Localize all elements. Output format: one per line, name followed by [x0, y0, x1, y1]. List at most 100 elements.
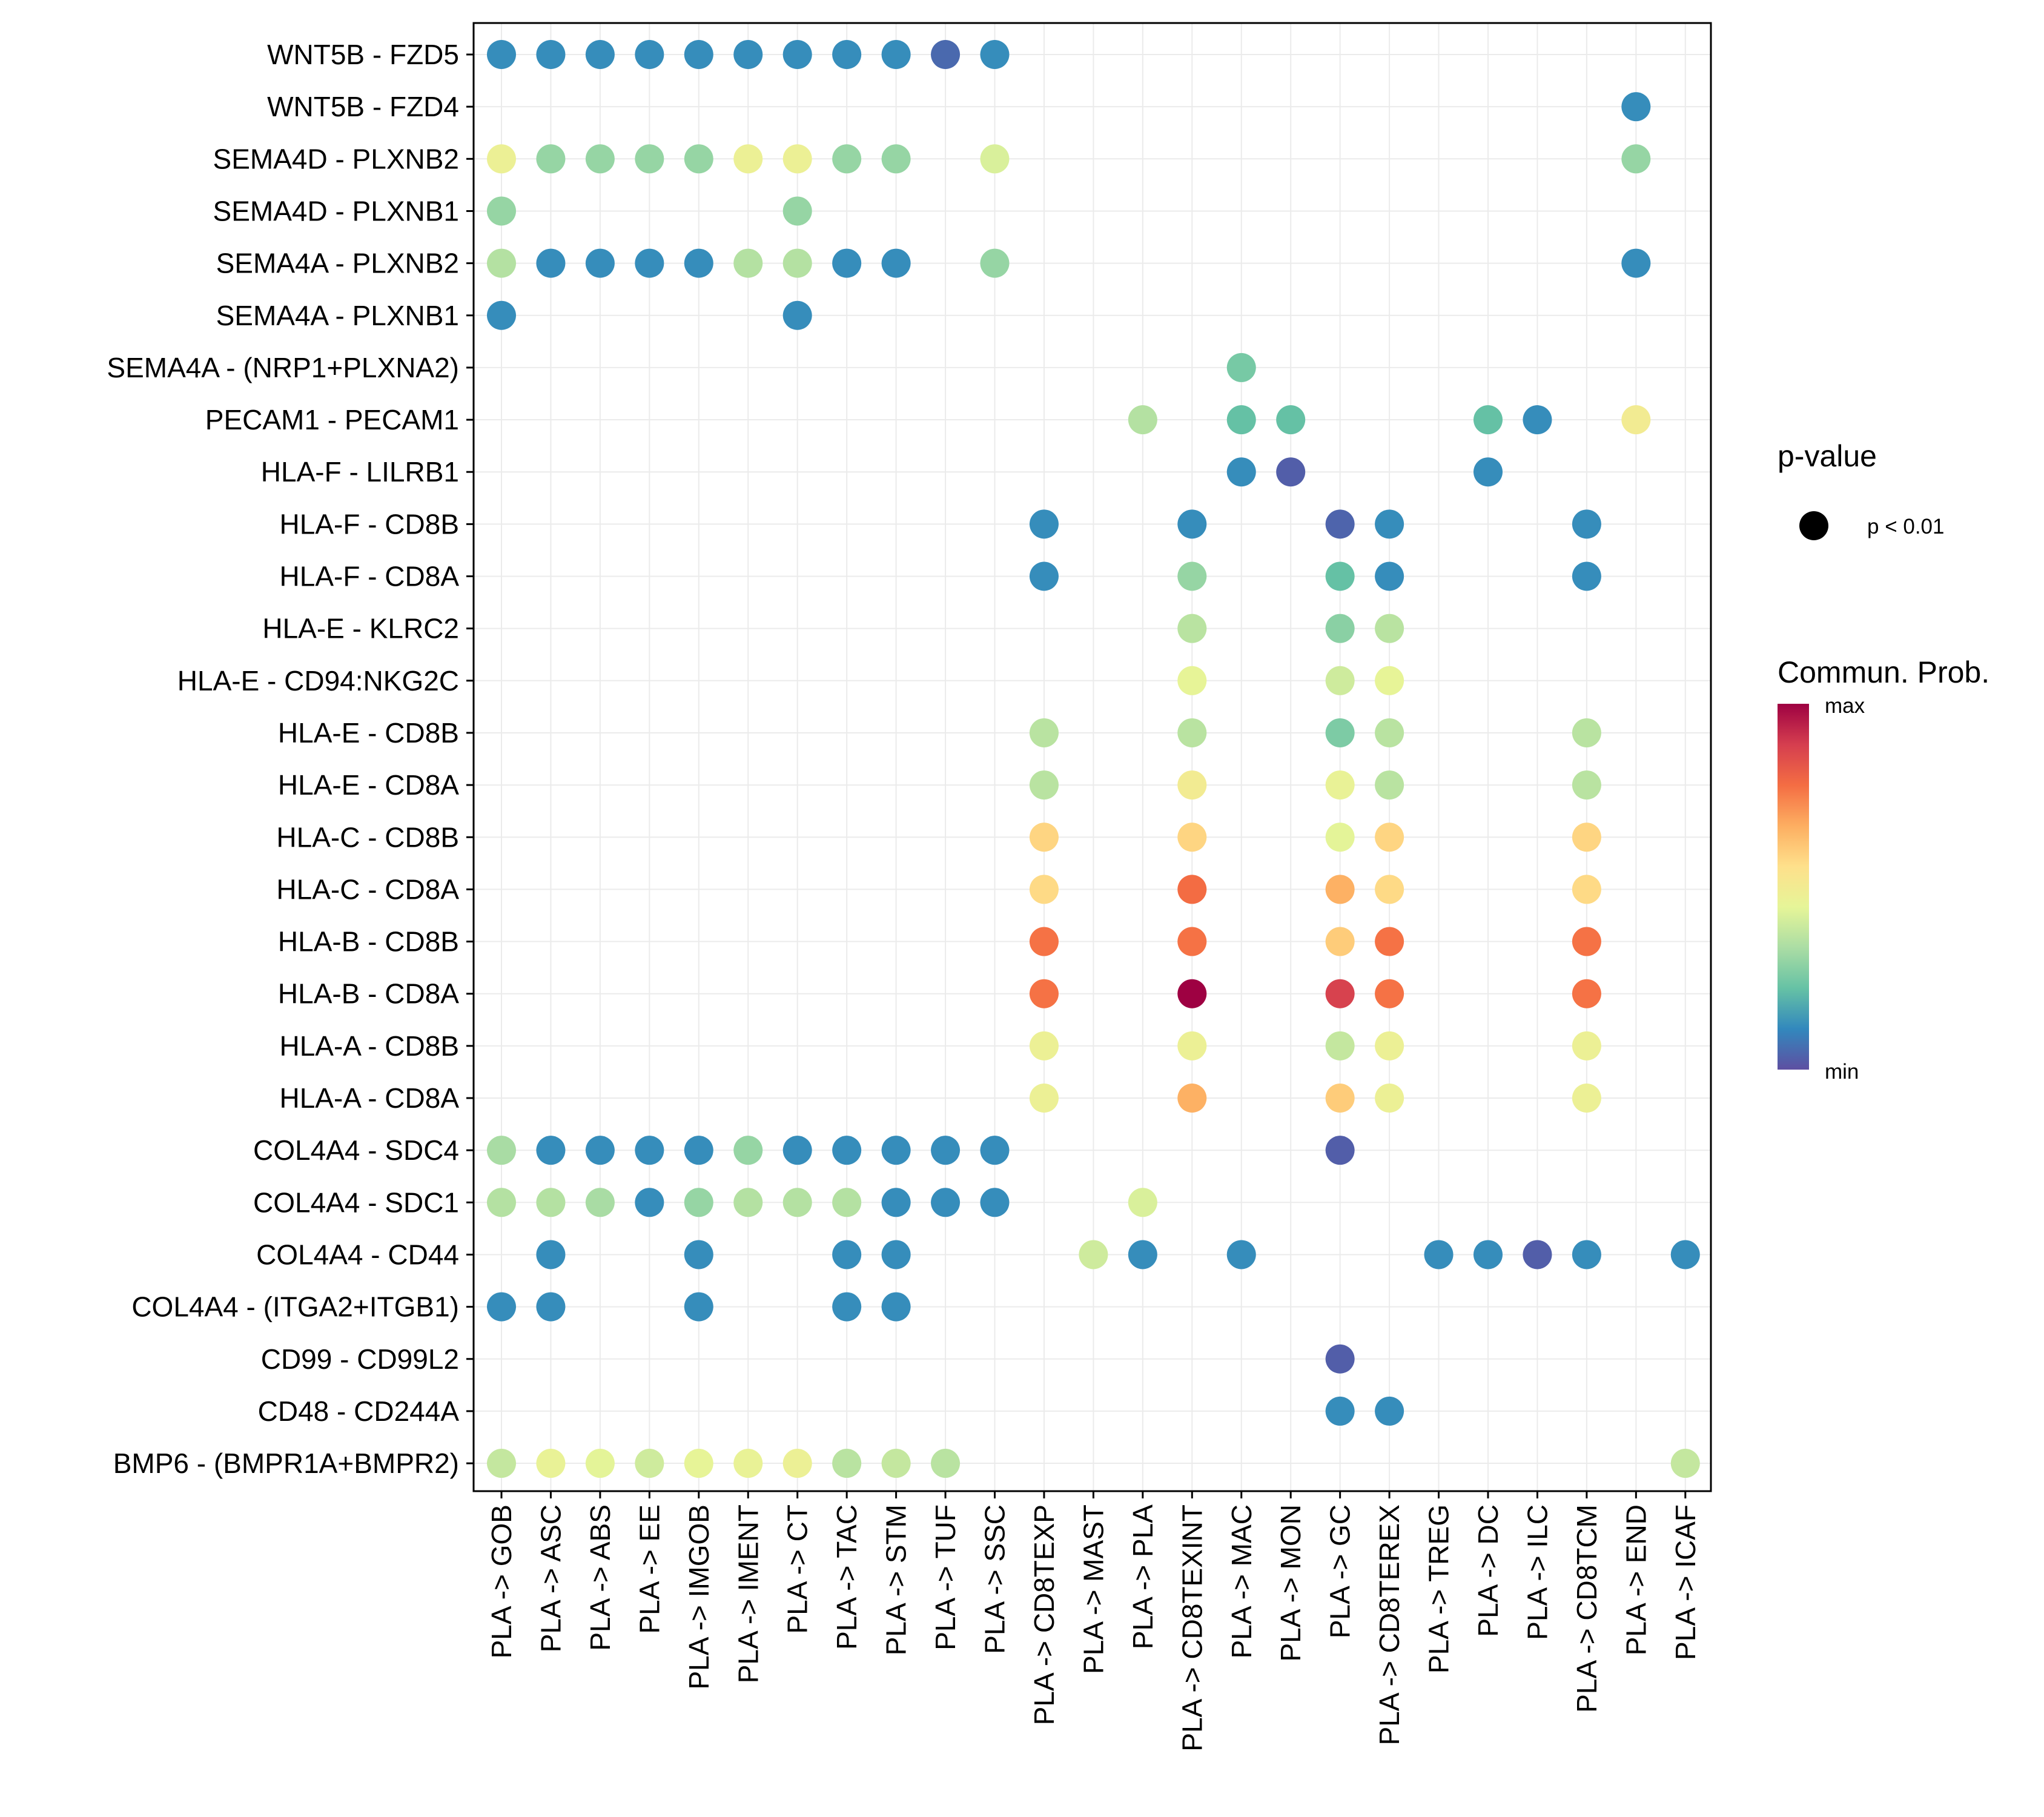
data-point [1128, 1240, 1157, 1269]
x-tick-label: PLA -> PLA [1127, 1504, 1159, 1649]
y-tick-label: SEMA4D - PLXNB1 [213, 195, 459, 227]
data-point [1177, 770, 1207, 800]
x-tick-label: PLA -> STM [881, 1504, 912, 1655]
data-point [733, 144, 763, 174]
data-point [881, 1292, 911, 1322]
pvalue-legend-title: p-value [1778, 439, 1877, 473]
data-point [635, 1449, 664, 1478]
data-point [1226, 405, 1256, 435]
data-point [487, 196, 516, 226]
y-tick-label: COL4A4 - SDC1 [253, 1187, 459, 1218]
data-point [1572, 875, 1601, 904]
data-point [1325, 875, 1355, 904]
data-point [1572, 1031, 1601, 1061]
data-point [1375, 979, 1404, 1008]
data-point [1128, 1188, 1157, 1217]
data-point [832, 1188, 862, 1217]
data-point [635, 1188, 664, 1217]
data-point [782, 40, 812, 69]
data-point [832, 1240, 862, 1269]
data-point [832, 248, 862, 278]
x-tick-label: PLA -> IMGOB [683, 1504, 715, 1690]
data-point [931, 40, 961, 69]
data-point [1325, 614, 1355, 643]
data-point [536, 1240, 566, 1269]
data-point [1029, 718, 1059, 747]
data-point [1325, 1136, 1355, 1165]
colorbar-max-label: max [1825, 694, 1865, 718]
y-tick-label: HLA-E - KLRC2 [262, 613, 459, 644]
data-point [1473, 457, 1503, 487]
data-point [1276, 405, 1306, 435]
data-point [881, 144, 911, 174]
data-point [684, 1292, 713, 1322]
data-point [1029, 1084, 1059, 1113]
data-point [1029, 875, 1059, 904]
y-tick-label: HLA-F - CD8B [280, 508, 459, 540]
data-point [1473, 1240, 1503, 1269]
x-tick-label: PLA -> ASC [535, 1504, 566, 1652]
data-point [1572, 770, 1601, 800]
y-tick-label: WNT5B - FZD4 [267, 91, 459, 122]
data-point [487, 1136, 516, 1165]
data-point [1029, 509, 1059, 539]
data-point [1226, 457, 1256, 487]
data-point [1177, 875, 1207, 904]
data-point [1128, 405, 1157, 435]
x-tick-label: PLA -> MAC [1226, 1504, 1257, 1658]
x-tick-label: PLA -> DC [1472, 1504, 1504, 1637]
data-point [1325, 561, 1355, 591]
data-point [1375, 822, 1404, 852]
data-point [635, 1136, 664, 1165]
data-point [1670, 1240, 1700, 1269]
data-point [635, 40, 664, 69]
data-point [1029, 1031, 1059, 1061]
x-tick-label: PLA -> ICAF [1670, 1504, 1701, 1660]
data-point [585, 1449, 615, 1478]
x-tick-label: PLA -> MAST [1077, 1504, 1109, 1674]
data-point [487, 1292, 516, 1322]
data-point [931, 1449, 961, 1478]
y-tick-label: CD99 - CD99L2 [261, 1343, 459, 1375]
y-tick-label: SEMA4D - PLXNB2 [213, 143, 459, 174]
data-point [1325, 1396, 1355, 1426]
data-point [733, 1188, 763, 1217]
y-tick-label: COL4A4 - SDC4 [253, 1134, 459, 1166]
data-point [733, 1136, 763, 1165]
data-point [536, 1449, 566, 1478]
data-point [881, 1449, 911, 1478]
data-point [1572, 509, 1601, 539]
data-point [1177, 822, 1207, 852]
y-tick-label: HLA-C - CD8A [276, 873, 459, 905]
data-point [1473, 405, 1503, 435]
data-point [1029, 770, 1059, 800]
data-point [782, 300, 812, 330]
data-point [1029, 822, 1059, 852]
data-point [1029, 927, 1059, 956]
data-point [1177, 1084, 1207, 1113]
x-tick-label: PLA -> END [1620, 1504, 1652, 1655]
data-point [980, 144, 1010, 174]
data-point [1572, 1084, 1601, 1113]
data-point [1375, 1031, 1404, 1061]
x-tick-label: PLA -> CD8TEREX [1374, 1504, 1405, 1746]
y-tick-label: HLA-C - CD8B [276, 821, 459, 853]
data-point [1572, 718, 1601, 747]
data-point [931, 1188, 961, 1217]
y-tick-label: WNT5B - FZD5 [267, 39, 459, 70]
data-point [1325, 509, 1355, 539]
data-point [1276, 457, 1306, 487]
data-point [881, 1240, 911, 1269]
data-point [684, 248, 713, 278]
data-point [1325, 927, 1355, 956]
legend: p-value p < 0.01 Commun. Prob. max min [1778, 439, 1989, 1084]
data-point [1621, 248, 1651, 278]
data-point [881, 1136, 911, 1165]
y-tick-label: HLA-F - LILRB1 [261, 456, 459, 488]
panel-border [472, 22, 1712, 1492]
data-point [1029, 979, 1059, 1008]
y-tick-label: HLA-F - CD8A [280, 561, 460, 592]
data-point [980, 248, 1010, 278]
data-point [635, 144, 664, 174]
data-point [487, 248, 516, 278]
